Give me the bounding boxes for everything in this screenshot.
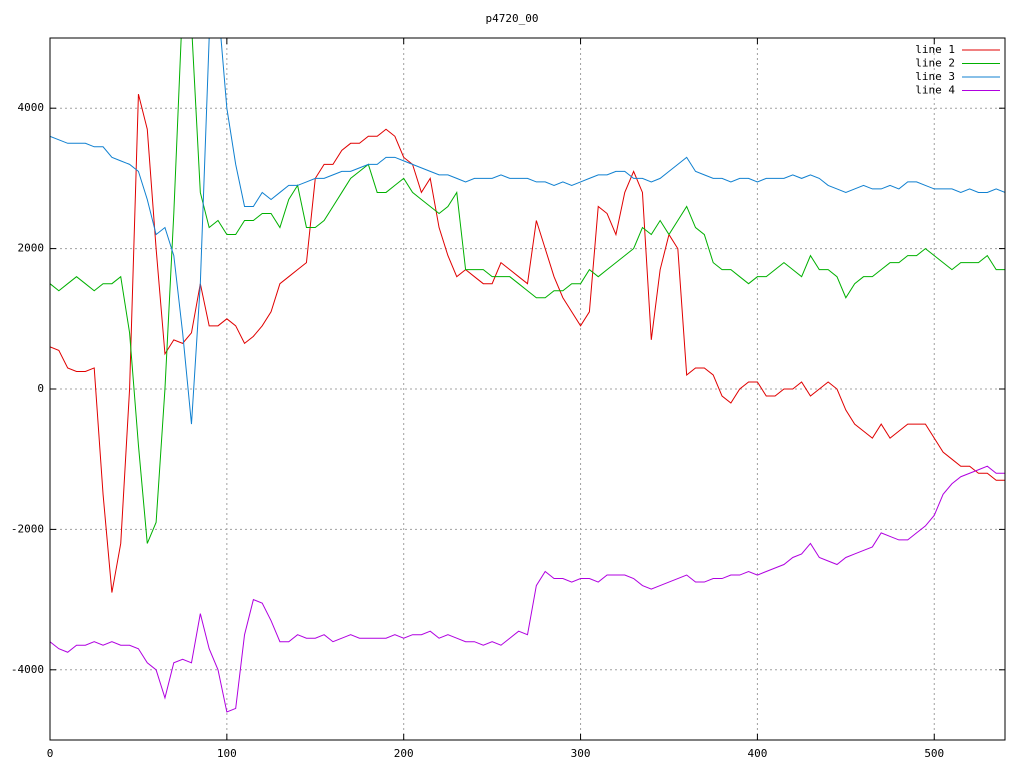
x-tick-label: 100 [217, 747, 237, 760]
legend-label: line 4 [915, 84, 955, 97]
x-tick-label: 500 [924, 747, 944, 760]
series-line [50, 94, 1005, 593]
plot-area [50, 38, 1005, 713]
x-tick-label: 400 [747, 747, 767, 760]
y-tick-label: -4000 [11, 663, 44, 676]
legend-label: line 2 [915, 57, 955, 70]
x-tick-label: 200 [394, 747, 414, 760]
y-tick-label: -2000 [11, 522, 44, 535]
series-line [50, 38, 1005, 544]
legend-label: line 3 [915, 70, 955, 83]
y-tick-label: 2000 [18, 242, 45, 255]
y-tick-label: 0 [37, 382, 44, 395]
chart-title: p4720_00 [486, 12, 539, 25]
x-tick-label: 0 [47, 747, 54, 760]
legend-label: line 1 [915, 43, 955, 56]
series-line [50, 38, 1005, 425]
x-tick-label: 300 [571, 747, 591, 760]
series-line [50, 465, 1005, 713]
plot-frame [49, 37, 1006, 741]
y-tick-label: 4000 [18, 101, 45, 114]
